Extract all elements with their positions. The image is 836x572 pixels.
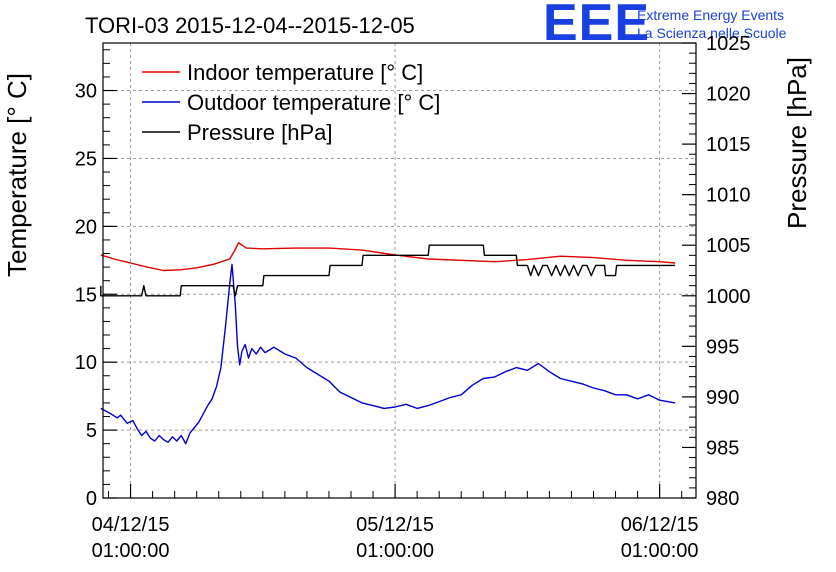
series-line-outdoor	[100, 263, 676, 445]
y-right-label: Pressure [hPa]	[782, 57, 812, 229]
x-tick-time-label: 01:00:00	[356, 540, 434, 562]
logo-line-1: Extreme Energy Events	[637, 7, 784, 23]
y-left-tick-label: 25	[75, 148, 97, 170]
axes: 0510152025309809859909951000100510101015…	[75, 33, 751, 562]
x-tick-date-label: 05/12/15	[356, 514, 434, 536]
x-tick-time-label: 01:00:00	[92, 540, 170, 562]
y-left-tick-label: 15	[75, 284, 97, 306]
y-right-tick-label: 990	[706, 387, 739, 409]
series-line-indoor	[100, 241, 676, 272]
x-tick-time-label: 01:00:00	[621, 540, 699, 562]
chart-title: TORI-03 2015-12-04--2015-12-05	[85, 13, 415, 38]
y-left-tick-label: 20	[75, 216, 97, 238]
legend-label-outdoor: Outdoor temperature [° C]	[187, 90, 440, 115]
y-right-tick-label: 1010	[706, 185, 751, 207]
y-left-tick-label: 30	[75, 81, 97, 103]
series-group	[100, 241, 676, 445]
y-right-tick-label: 1005	[706, 235, 751, 257]
y-right-tick-label: 985	[706, 437, 739, 459]
legend-label-pressure: Pressure [hPa]	[187, 120, 333, 145]
legend-label-indoor: Indoor temperature [° C]	[187, 60, 423, 85]
y-left-tick-label: 5	[86, 420, 97, 442]
x-tick-date-label: 06/12/15	[621, 514, 699, 536]
logo-line-2: La Scienza nelle Scuole	[637, 25, 787, 41]
logo-mark: EEE	[543, 0, 650, 52]
y-left-label: Temperature [° C]	[2, 73, 32, 277]
x-tick-date-label: 04/12/15	[92, 514, 170, 536]
legend: Indoor temperature [° C] Outdoor tempera…	[142, 60, 440, 145]
series-line-pressure	[100, 244, 676, 297]
y-left-tick-label: 10	[75, 352, 97, 374]
y-right-tick-label: 1025	[706, 33, 751, 55]
y-right-tick-label: 980	[706, 488, 739, 510]
y-left-tick-label: 0	[86, 488, 97, 510]
y-right-tick-label: 1015	[706, 134, 751, 156]
y-right-tick-label: 1020	[706, 84, 751, 106]
y-right-tick-label: 1000	[706, 286, 751, 308]
plot-frame	[102, 42, 697, 499]
y-right-tick-label: 995	[706, 336, 739, 358]
